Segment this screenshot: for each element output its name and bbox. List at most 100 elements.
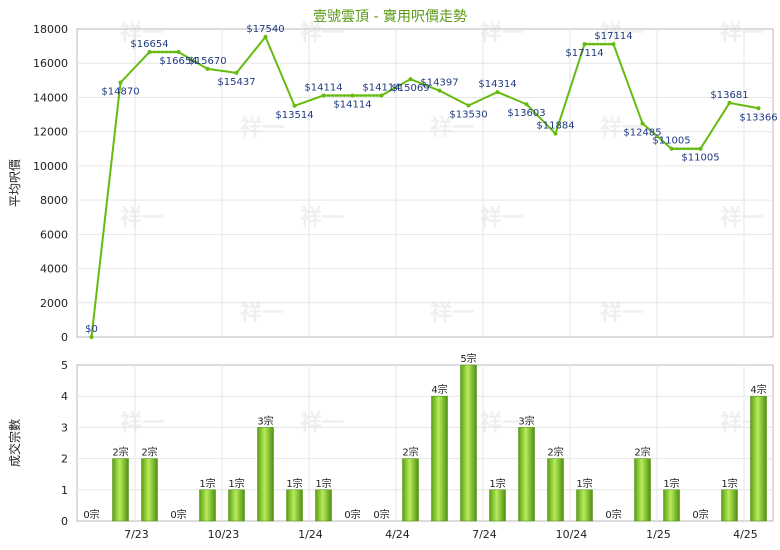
line-point-label-10: $14114 <box>362 82 400 93</box>
line-point-label-9: $14114 <box>333 99 371 110</box>
bar-13[interactable] <box>460 364 477 522</box>
bar-label-19: 2宗 <box>634 446 650 459</box>
line-point-label-13: $13530 <box>449 109 487 120</box>
line-point-2[interactable] <box>147 50 152 55</box>
line-point-21[interactable] <box>698 146 703 151</box>
line-segment-19 <box>641 122 673 150</box>
bar-label-18: 0宗 <box>605 508 621 521</box>
line-point-label-20: $11005 <box>652 136 690 147</box>
watermark-14: 祥一 <box>600 300 644 326</box>
bar-17[interactable] <box>576 489 593 522</box>
line-point-label-1: $14870 <box>101 87 139 98</box>
bar-label-21: 0宗 <box>692 508 708 521</box>
bar-label-11: 2宗 <box>402 446 418 459</box>
watermark-7: 祥一 <box>600 115 644 141</box>
bar-y-tick-label-1: 1 <box>61 484 68 497</box>
line-point-0[interactable] <box>89 335 94 339</box>
bar-1[interactable] <box>112 458 129 522</box>
watermark-12: 祥一 <box>240 300 284 326</box>
line-point-label-22: $13681 <box>710 90 748 101</box>
line-point-15[interactable] <box>524 102 529 107</box>
line-y-tick-label-6: 12000 <box>33 126 68 139</box>
chart-title: 壹號雲頂 - 實用呎價走勢 <box>313 8 467 25</box>
line-point-16[interactable] <box>553 131 558 136</box>
bar-12[interactable] <box>431 395 448 522</box>
x-tick-label-3: 4/24 <box>385 528 410 541</box>
bar-16[interactable] <box>547 458 564 522</box>
bar-y-tick-label-2: 2 <box>61 453 68 466</box>
bar-20[interactable] <box>663 489 680 522</box>
line-segment-0 <box>90 81 122 338</box>
x-tick-label-6: 1/25 <box>646 528 671 541</box>
bar-14[interactable] <box>489 489 506 522</box>
bar-15[interactable] <box>518 427 535 522</box>
line-point-7[interactable] <box>292 103 297 108</box>
line-point-4[interactable] <box>205 66 210 71</box>
watermark-0: 祥一 <box>120 20 164 46</box>
bar-label-0: 0宗 <box>83 508 99 521</box>
line-point-label-16: $11884 <box>536 121 574 132</box>
bar-label-1: 2宗 <box>112 446 128 459</box>
bar-8[interactable] <box>315 489 332 522</box>
bar-label-13: 5宗 <box>460 352 476 365</box>
line-point-23[interactable] <box>756 106 761 111</box>
line-point-label-23: $13366 <box>739 112 777 123</box>
watermark-8: 祥一 <box>120 205 164 231</box>
bar-22[interactable] <box>721 489 738 522</box>
line-y-tick-label-2: 4000 <box>40 263 68 276</box>
line-point-label-6: $17540 <box>246 24 284 35</box>
line-segment-12 <box>438 89 470 107</box>
watermark-15: 祥一 <box>120 410 164 436</box>
line-point-label-5: $15437 <box>217 77 255 88</box>
line-point-20[interactable] <box>669 146 674 151</box>
line-segment-13 <box>467 91 499 107</box>
line-segment-22 <box>728 101 760 110</box>
line-point-8[interactable] <box>321 93 326 98</box>
bar-label-4: 1宗 <box>199 477 215 490</box>
line-point-12[interactable] <box>437 88 442 93</box>
line-point-19[interactable] <box>640 121 645 126</box>
line-point-18[interactable] <box>611 42 616 47</box>
line-point-3[interactable] <box>176 50 181 55</box>
bar-7[interactable] <box>286 489 303 522</box>
watermark-3: 祥一 <box>600 20 644 46</box>
line-point-1[interactable] <box>118 80 123 85</box>
watermark-13: 祥一 <box>430 300 474 326</box>
bar-label-12: 4宗 <box>431 383 447 396</box>
bar-11[interactable] <box>402 458 419 522</box>
line-segment-21 <box>699 101 731 150</box>
bar-label-6: 3宗 <box>257 414 273 427</box>
line-point-label-12: $14397 <box>420 78 458 89</box>
bar-2[interactable] <box>141 458 158 522</box>
bar-4[interactable] <box>199 489 216 522</box>
line-point-22[interactable] <box>727 100 732 105</box>
watermark-2: 祥一 <box>480 20 524 46</box>
line-segment-7 <box>293 94 325 107</box>
line-y-axis-title: 平均呎價 <box>8 159 22 207</box>
bar-23[interactable] <box>750 395 767 522</box>
line-y-tick-label-9: 18000 <box>33 23 68 36</box>
line-segment-16 <box>554 43 586 135</box>
bar-19[interactable] <box>634 458 651 522</box>
bar-6[interactable] <box>257 427 274 522</box>
line-point-14[interactable] <box>495 90 500 95</box>
bar-y-tick-label-4: 4 <box>61 390 68 403</box>
line-point-13[interactable] <box>466 103 471 108</box>
bar-label-22: 1宗 <box>721 477 737 490</box>
x-tick-label-4: 7/24 <box>472 528 497 541</box>
line-point-17[interactable] <box>582 42 587 47</box>
line-point-11[interactable] <box>408 77 413 82</box>
line-point-5[interactable] <box>234 70 239 75</box>
x-tick-label-2: 1/24 <box>298 528 323 541</box>
line-point-6[interactable] <box>263 34 268 39</box>
bar-label-10: 0宗 <box>373 508 389 521</box>
line-y-tick-label-3: 6000 <box>40 228 68 241</box>
line-point-10[interactable] <box>379 93 384 98</box>
line-point-9[interactable] <box>350 93 355 98</box>
bar-5[interactable] <box>228 489 245 522</box>
watermark-5: 祥一 <box>240 115 284 141</box>
line-point-label-21: $11005 <box>681 153 719 164</box>
